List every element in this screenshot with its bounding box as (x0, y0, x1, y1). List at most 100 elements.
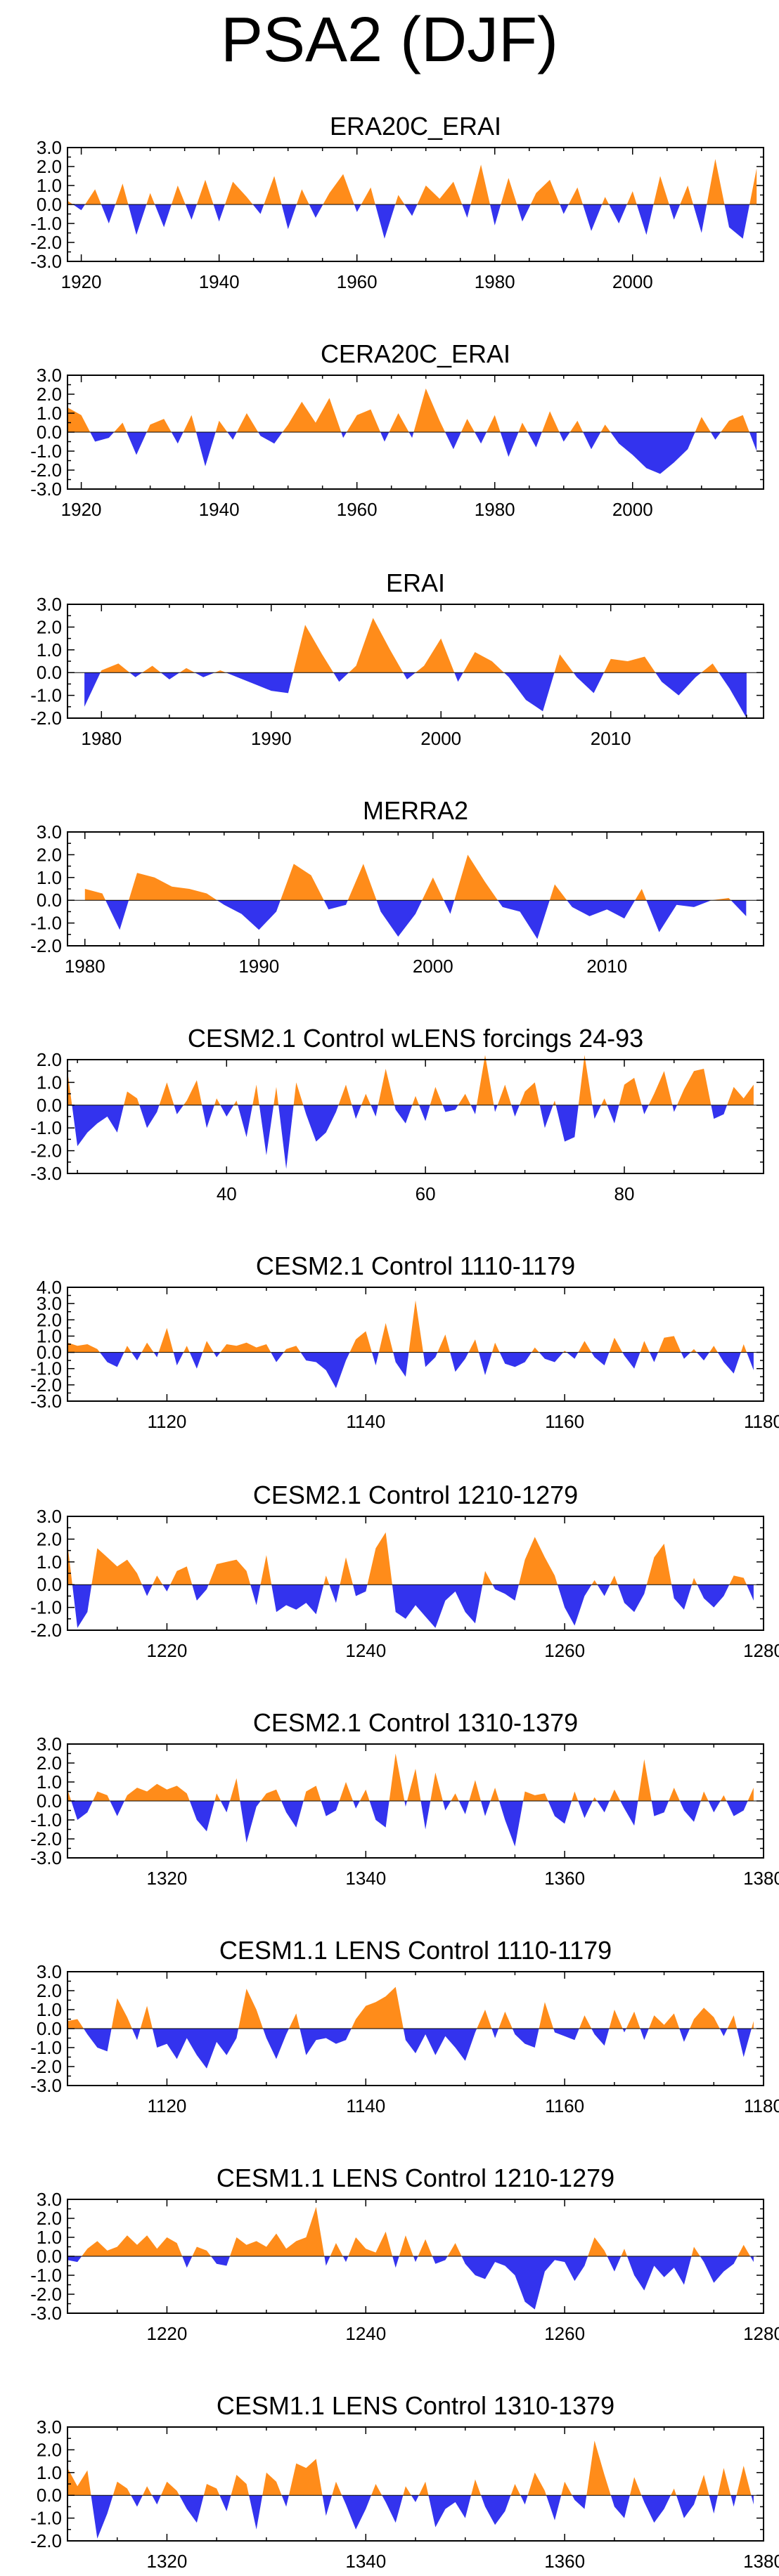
panel-title: CESM1.1 LENS Control 1110-1179 (219, 1936, 612, 1965)
y-tick-label: 1.0 (37, 403, 62, 424)
x-tick-label: 1240 (345, 2323, 386, 2344)
panel-title: ERA20C_ERAI (330, 112, 501, 141)
positive-area (84, 618, 747, 673)
positive-area (67, 388, 757, 432)
chart-panel-10: CESM1.1 LENS Control 1210-1279 3.02.01.00… (30, 2164, 779, 2344)
y-tick-label: 2.0 (37, 1049, 62, 1070)
panel-title: CESM2.1 Control 1110-1179 (256, 1251, 575, 1280)
negative-area (67, 2495, 754, 2539)
x-tick-label: 1360 (544, 2551, 585, 2572)
x-tick-label: 1360 (544, 1868, 585, 1889)
x-tick-label: 1180 (744, 1411, 779, 1432)
negative-area (67, 1105, 754, 1169)
x-tick-label: 1140 (346, 1411, 385, 1432)
y-tick-label: 1.0 (37, 1999, 62, 2020)
y-tick-label: 3.0 (37, 1961, 62, 1982)
y-tick-label: 3.0 (37, 2189, 62, 2210)
x-tick-label: 1180 (744, 2095, 779, 2116)
y-tick-label: -1.0 (30, 913, 62, 934)
x-tick-label: 1960 (337, 271, 378, 292)
page-title: PSA2 (DJF) (220, 5, 559, 75)
x-tick-label: 80 (614, 1183, 635, 1204)
x-tick-label: 1160 (545, 2095, 584, 2116)
y-tick-label: -1.0 (30, 2037, 62, 2058)
y-tick-label: 3.0 (37, 1293, 62, 1314)
panel-title: CESM2.1 Control wLENS forcings 24-93 (188, 1024, 643, 1053)
x-tick-label: 2000 (413, 956, 453, 977)
x-tick-label: 1260 (544, 2323, 585, 2344)
y-tick-label: 1.0 (37, 2462, 62, 2483)
x-tick-label: 1120 (147, 2095, 186, 2116)
y-tick-label: 3.0 (37, 365, 62, 386)
positive-area (67, 159, 757, 204)
y-tick-label: -2.0 (30, 708, 62, 729)
y-tick-label: 3.0 (37, 137, 62, 158)
x-tick-label: 2000 (420, 728, 461, 749)
panel-title: ERAI (386, 568, 445, 597)
y-tick-label: 2.0 (37, 2208, 62, 2229)
y-tick-label: 2.0 (37, 1752, 62, 1774)
positive-area (67, 1055, 754, 1105)
x-tick-label: 2010 (586, 956, 627, 977)
y-tick-label: 3.0 (37, 1733, 62, 1755)
y-tick-label: 1.0 (37, 175, 62, 196)
y-tick-label: 0.0 (37, 1574, 62, 1595)
y-tick-label: -2.0 (30, 1374, 62, 1396)
y-tick-label: -2.0 (30, 935, 62, 956)
x-tick-label: 2000 (612, 499, 653, 520)
panel-title: CESM1.1 LENS Control 1210-1279 (217, 2164, 614, 2192)
y-tick-label: -1.0 (30, 441, 62, 462)
y-tick-label: 0.0 (37, 890, 62, 911)
negative-area (67, 432, 757, 474)
y-tick-label: 1.0 (37, 1325, 62, 1346)
negative-area (67, 1801, 754, 1847)
negative-area (84, 672, 747, 718)
y-tick-label: -2.0 (30, 1140, 62, 1162)
chart-panel-7: CESM2.1 Control 1210-1279 3.02.0 1.00.0-1.… (30, 1481, 779, 1661)
x-tick-label: 1320 (147, 1868, 188, 1889)
x-tick-label: 1240 (345, 1640, 386, 1661)
y-tick-label: 0.0 (37, 194, 62, 215)
x-tick-label: 1220 (147, 1640, 188, 1661)
y-tick-label: 1.0 (37, 639, 62, 661)
negative-area (67, 204, 757, 239)
y-tick-label: -1.0 (30, 2508, 62, 2529)
plot-frame (67, 2426, 764, 2542)
y-tick-label: -2.0 (30, 1620, 62, 1641)
y-tick-label: 2.0 (37, 616, 62, 637)
y-tick-label: 1.0 (37, 1552, 62, 1573)
y-tick-label: 2.0 (37, 1980, 62, 2001)
y-tick-label: 3.0 (37, 594, 62, 615)
x-tick-label: 1260 (544, 1640, 585, 1661)
y-tick-label: 1.0 (37, 1072, 62, 1093)
negative-area (67, 1585, 754, 1628)
negative-area (84, 900, 747, 939)
y-tick-label: -3.0 (30, 2075, 62, 2096)
x-tick-label: 1140 (346, 2095, 385, 2116)
x-tick-label: 1340 (345, 2551, 386, 2572)
y-tick-label: 4.0 (37, 1277, 62, 1298)
y-tick-label: -1.0 (30, 1117, 62, 1138)
positive-area (67, 1300, 754, 1353)
x-tick-label: 1980 (475, 499, 515, 520)
chart-panel-5: CESM2.1 Control wLENS forcings 24-93 2.01… (30, 1024, 764, 1204)
x-tick-label: 1320 (147, 2551, 188, 2572)
y-tick-label: -2.0 (30, 232, 62, 253)
y-tick-label: 2.0 (37, 156, 62, 177)
y-tick-label: 1.0 (37, 2227, 62, 2248)
chart-panel-2: CERA20C_ERAI 3.02.01.00.0-1.0-2.0-3.01920… (30, 339, 764, 520)
y-tick-label: 2.0 (37, 844, 62, 865)
x-tick-label: 1380 (743, 2551, 779, 2572)
panel-title: CESM1.1 LENS Control 1310-1379 (217, 2391, 614, 2420)
x-tick-label: 1920 (61, 499, 102, 520)
y-tick-label: -1.0 (30, 2265, 62, 2286)
y-tick-label: 1.0 (37, 867, 62, 888)
y-tick-label: 3.0 (37, 2416, 62, 2438)
y-tick-label: -3.0 (30, 2303, 62, 2324)
y-tick-label: 3.0 (37, 821, 62, 843)
y-tick-label: 0.0 (37, 2485, 62, 2506)
chart-panel-8: CESM2.1 Control 1310-1379 3.02.01.00.0-1.… (30, 1708, 779, 1889)
positive-area (67, 1986, 754, 2029)
